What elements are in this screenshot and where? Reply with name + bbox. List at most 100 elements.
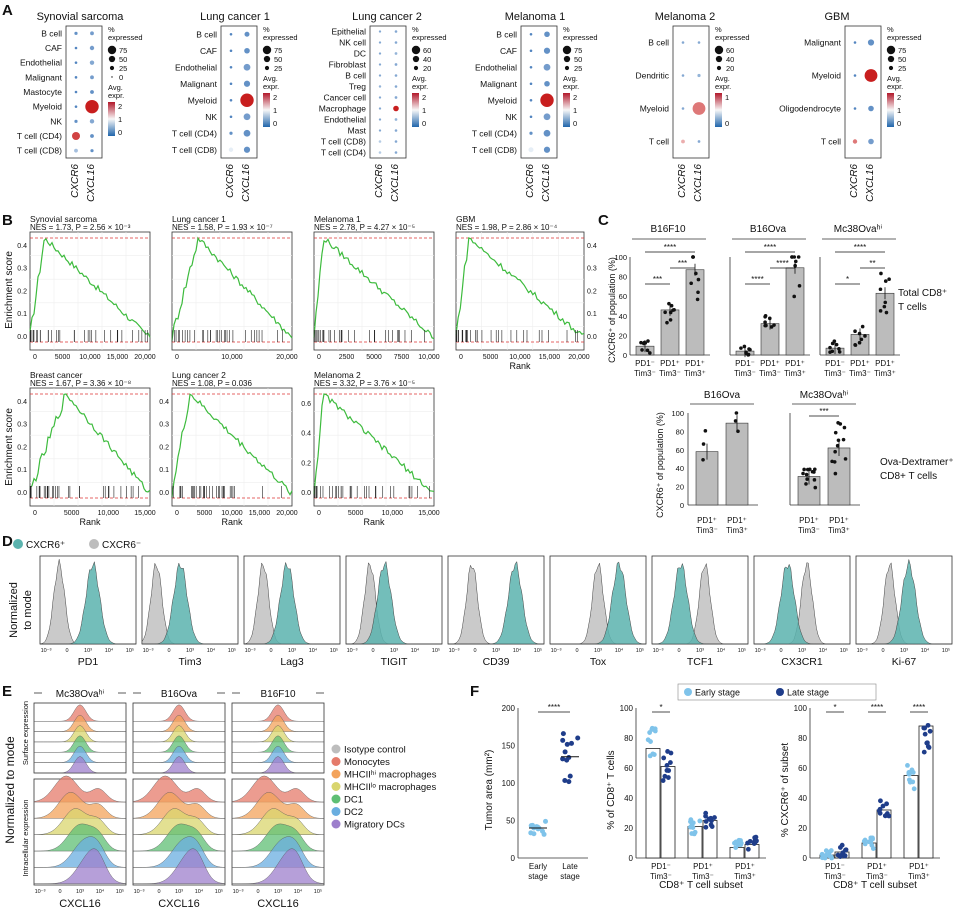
c-group-title: B16Ova bbox=[704, 390, 741, 401]
d-xtick: 10³ bbox=[288, 648, 296, 654]
c-point bbox=[739, 346, 743, 350]
f-ytick: 200 bbox=[502, 704, 516, 713]
legend-pct-title: expressed bbox=[412, 33, 447, 42]
f-xlabel: PD1⁺ bbox=[867, 862, 887, 871]
cell-type-label: T cell (CD4) bbox=[17, 131, 62, 141]
gsea-ylabel: Enrichment score bbox=[4, 408, 15, 486]
cell-type-label: Mast bbox=[348, 126, 367, 136]
f-point bbox=[645, 737, 651, 743]
d-histogram-2: 10⁻³ 0 10³ 10⁴ 10⁵ Lag3 bbox=[243, 555, 341, 668]
e-ridge bbox=[231, 775, 325, 803]
dotplot-0: Synovial sarcoma B cell CAF Endothelial Mali… bbox=[17, 11, 143, 202]
f-point bbox=[884, 801, 889, 807]
f-point bbox=[753, 834, 759, 840]
c-point bbox=[842, 425, 847, 430]
c-ylabel: CXCR6⁺ of population (%) bbox=[655, 412, 665, 518]
expression-dot bbox=[544, 31, 550, 38]
expression-dot bbox=[74, 105, 78, 108]
c-point bbox=[837, 347, 841, 351]
legend-size-dot bbox=[108, 55, 116, 63]
f-xlabel: PD1⁺ bbox=[909, 862, 929, 871]
d-density bbox=[448, 560, 545, 645]
y-tick-label: 0.4 bbox=[17, 399, 27, 406]
x-tick-label: 10,000 bbox=[221, 354, 243, 361]
expression-dot bbox=[697, 140, 701, 143]
c-point bbox=[878, 309, 883, 313]
expression-dot bbox=[90, 31, 94, 36]
f-point bbox=[651, 752, 657, 757]
c-xlabel: PD1⁺ bbox=[760, 359, 780, 368]
c-xlabel: PD1⁺ bbox=[875, 359, 895, 368]
d-xtick: 0 bbox=[65, 648, 68, 654]
x-tick-label: 5000 bbox=[64, 510, 80, 517]
colorbar-tick: 0 bbox=[573, 119, 577, 128]
d-xtick: 10³ bbox=[84, 648, 92, 654]
f-ylabel: % of CD8⁺ T cells bbox=[606, 750, 617, 829]
x-tick-label: 15,000 bbox=[134, 510, 156, 517]
legend-size-dot bbox=[262, 45, 272, 55]
f-ytick: 60 bbox=[798, 764, 807, 773]
c-point bbox=[642, 340, 647, 345]
e-legend-swatch bbox=[331, 744, 341, 754]
f-point bbox=[921, 749, 927, 755]
expression-dot bbox=[378, 140, 382, 143]
legend-size-dot bbox=[563, 55, 571, 63]
y-tick-label: 0.6 bbox=[301, 401, 311, 408]
cell-type-label: Endothelial bbox=[324, 115, 366, 125]
cell-type-label: B cell bbox=[496, 29, 517, 39]
legend-size-dot bbox=[412, 55, 420, 63]
c-xlabel: Tim3⁺ bbox=[726, 526, 748, 535]
f-point bbox=[910, 770, 916, 775]
f-xlabel: stage bbox=[560, 872, 580, 881]
y-tick-label: 0.2 bbox=[301, 460, 311, 467]
c-point bbox=[836, 438, 841, 443]
e-ylabel: Normalized to mode bbox=[3, 736, 17, 844]
x-tick-label: 5000 bbox=[483, 354, 499, 361]
e-ridge bbox=[232, 745, 324, 763]
c-point bbox=[836, 421, 840, 425]
d-xtick: 10⁵ bbox=[738, 647, 746, 654]
y-tick-label: 0.1 bbox=[17, 467, 27, 474]
c-point bbox=[804, 482, 808, 486]
expression-dot bbox=[681, 41, 685, 44]
cell-type-label: Malignant bbox=[180, 79, 217, 89]
f-sig-label: **** bbox=[913, 703, 925, 712]
d-xtick: 0 bbox=[677, 648, 680, 654]
legend-size-label: 60 bbox=[423, 46, 431, 55]
f-sig-label: * bbox=[659, 703, 662, 712]
d-xtick: 10⁻³ bbox=[143, 648, 154, 654]
expression-dot bbox=[393, 105, 399, 112]
enrichment-curve bbox=[171, 236, 293, 341]
f-ytick: 60 bbox=[624, 764, 633, 773]
gsea-frame bbox=[313, 387, 435, 507]
expression-dot bbox=[697, 41, 701, 44]
c-point bbox=[828, 345, 832, 350]
y-tick-label: 0.3 bbox=[587, 266, 597, 273]
legend-size-dot bbox=[887, 55, 895, 63]
f-point bbox=[738, 840, 744, 846]
d-marker-label: PD1 bbox=[78, 656, 99, 668]
expression-dot bbox=[378, 107, 382, 110]
e-ridge bbox=[34, 714, 126, 732]
c-side-label: Total CD8⁺ bbox=[898, 288, 947, 299]
f-point bbox=[877, 806, 883, 812]
gsea-title: Melanoma 1 bbox=[314, 214, 361, 224]
c-point bbox=[882, 304, 887, 309]
y-tick-label: 0.2 bbox=[587, 288, 597, 295]
cell-type-label: CAF bbox=[45, 43, 62, 53]
d-xtick: 10⁴ bbox=[207, 647, 216, 654]
legend-expr-title: Avg. bbox=[563, 74, 578, 83]
gene-label: CXCR6 bbox=[225, 164, 236, 198]
e-xtick: 10⁻³ bbox=[233, 889, 244, 895]
x-tick-label: 10,000 bbox=[98, 510, 120, 517]
e-ridge bbox=[34, 745, 126, 763]
y-tick-label: 0.2 bbox=[159, 444, 169, 451]
expression-dot bbox=[697, 73, 701, 78]
f-point bbox=[924, 740, 930, 746]
gene-label: CXCL16 bbox=[693, 164, 704, 202]
c-point bbox=[769, 325, 774, 329]
gene-label: CXCR6 bbox=[374, 164, 385, 198]
expression-dot bbox=[528, 147, 534, 153]
c-point bbox=[733, 419, 738, 423]
